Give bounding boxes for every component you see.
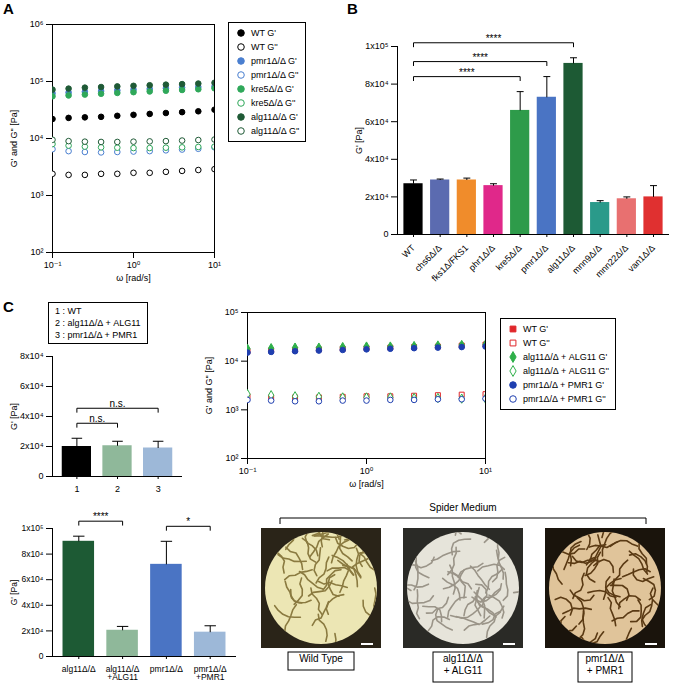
svg-text:pmr1Δ/Δ: pmr1Δ/Δ	[150, 664, 183, 674]
svg-text:6x10⁴: 6x10⁴	[21, 574, 43, 584]
svg-text:2: 2	[115, 484, 120, 494]
svg-text:2x10⁴: 2x10⁴	[20, 441, 44, 451]
svg-text:10²: 10²	[30, 247, 43, 257]
html-text:pmr1Δ/Δ G': pmr1Δ/Δ G'	[251, 56, 297, 66]
svg-text:10¹: 10¹	[479, 466, 492, 476]
svg-text:0: 0	[383, 229, 388, 239]
svg-text:*: *	[186, 516, 190, 527]
svg-text:mnn9Δ/Δ: mnn9Δ/Δ	[570, 242, 604, 276]
svg-text:ω [rad/s]: ω [rad/s]	[349, 479, 384, 489]
svg-text:10⁻¹: 10⁻¹	[44, 260, 62, 270]
svg-text:3: 3	[156, 484, 161, 494]
html-text:kre5Δ/Δ G': kre5Δ/Δ G'	[251, 84, 294, 94]
svg-text:10³: 10³	[30, 190, 43, 200]
svg-text:van1Δ/Δ: van1Δ/Δ	[626, 243, 657, 274]
svg-text:10⁵: 10⁵	[225, 307, 239, 317]
svg-text:alg11Δ/Δ: alg11Δ/Δ	[544, 242, 577, 276]
svg-text:0: 0	[39, 651, 44, 661]
svg-text:0: 0	[38, 471, 43, 481]
html-text:pmr1Δ/Δ + PMR1 G'': pmr1Δ/Δ + PMR1 G''	[523, 394, 606, 404]
html-text:WT G'': WT G''	[523, 338, 550, 348]
html-text:alg11Δ/Δ G'': alg11Δ/Δ G''	[251, 126, 300, 136]
svg-text:10⁻¹: 10⁻¹	[239, 466, 257, 476]
svg-text:1: 1	[74, 484, 79, 494]
svg-text:1x10⁵: 1x10⁵	[22, 523, 44, 533]
svg-text:8x10⁴: 8x10⁴	[365, 79, 389, 89]
html-text:kre5Δ/Δ G'': kre5Δ/Δ G''	[251, 98, 296, 108]
svg-text:****: ****	[93, 511, 109, 522]
svg-text:G' [Pa]: G' [Pa]	[354, 127, 364, 154]
svg-text:10⁶: 10⁶	[30, 19, 44, 29]
svg-text:alg11Δ/Δ: alg11Δ/Δ	[62, 664, 96, 674]
html-text:A: A	[3, 0, 14, 17]
svg-text:pmr1Δ/Δ+PMR1: pmr1Δ/Δ+PMR1	[194, 664, 227, 683]
svg-text:chs6Δ/Δ: chs6Δ/Δ	[412, 242, 444, 274]
svg-text:4x10⁴: 4x10⁴	[20, 411, 44, 421]
svg-text:2x10⁴: 2x10⁴	[365, 192, 389, 202]
svg-text:pmr1Δ/Δ: pmr1Δ/Δ	[586, 653, 625, 664]
svg-text:10⁴: 10⁴	[30, 133, 44, 143]
html-text:pmr1Δ/Δ G'': pmr1Δ/Δ G''	[251, 70, 299, 80]
svg-text:10⁴: 10⁴	[225, 356, 239, 366]
svg-text:****: ****	[486, 33, 502, 44]
html-text:WT G': WT G'	[251, 28, 277, 38]
svg-text:Spider Medium: Spider Medium	[429, 502, 496, 513]
html-text:WT G': WT G'	[523, 324, 549, 334]
svg-text:10⁰: 10⁰	[127, 260, 141, 270]
html-text:C: C	[3, 298, 14, 315]
svg-text:fks1Δ/FKS1: fks1Δ/FKS1	[430, 243, 471, 284]
svg-text:8x10⁴: 8x10⁴	[20, 351, 44, 361]
svg-text:10⁵: 10⁵	[30, 76, 44, 86]
svg-text:8x10⁴: 8x10⁴	[21, 549, 43, 559]
svg-text:4x10⁴: 4x10⁴	[21, 600, 43, 610]
svg-text:10²: 10²	[225, 453, 238, 463]
html-text:3 : pmr1Δ/Δ + PMR1: 3 : pmr1Δ/Δ + PMR1	[55, 330, 138, 340]
html-text:alg11Δ/Δ G': alg11Δ/Δ G'	[251, 112, 298, 122]
svg-text:mnn22Δ/Δ: mnn22Δ/Δ	[593, 243, 630, 280]
html-text:B: B	[347, 0, 358, 17]
svg-text:Wild Type: Wild Type	[299, 653, 343, 664]
svg-text:4x10⁴: 4x10⁴	[365, 154, 389, 164]
svg-text:10¹: 10¹	[208, 260, 221, 270]
svg-text:6x10⁴: 6x10⁴	[20, 381, 44, 391]
svg-text:2x10⁴: 2x10⁴	[21, 626, 43, 636]
svg-text:+ ALG11: + ALG11	[444, 665, 483, 676]
svg-text:6x10⁴: 6x10⁴	[365, 117, 389, 127]
svg-text:alg11Δ/Δ: alg11Δ/Δ	[443, 653, 483, 664]
svg-text:G' and G'' [Pa]: G' and G'' [Pa]	[9, 110, 19, 168]
svg-text:phr1Δ/Δ: phr1Δ/Δ	[467, 243, 497, 273]
svg-text:G' [Pa]: G' [Pa]	[9, 580, 19, 606]
svg-text:kre5Δ/Δ: kre5Δ/Δ	[493, 242, 524, 273]
html-text:1 : WT: 1 : WT	[55, 306, 82, 316]
svg-text:pmr1Δ/Δ: pmr1Δ/Δ	[518, 242, 551, 275]
svg-text:WT: WT	[400, 242, 417, 259]
svg-text:n.s.: n.s.	[89, 413, 105, 424]
svg-text:ω [rad/s]: ω [rad/s]	[116, 273, 151, 283]
html-text:WT G'': WT G''	[251, 42, 278, 52]
html-text:alg11Δ/Δ + ALG11 G'': alg11Δ/Δ + ALG11 G''	[523, 366, 609, 376]
html-text:pmr1Δ/Δ + PMR1 G': pmr1Δ/Δ + PMR1 G'	[523, 380, 604, 390]
svg-text:G' [Pa]: G' [Pa]	[9, 403, 19, 430]
html-text:alg11Δ/Δ + ALG11 G': alg11Δ/Δ + ALG11 G'	[523, 352, 608, 362]
svg-text:alg11Δ/Δ+ALG11: alg11Δ/Δ+ALG11	[106, 664, 140, 683]
svg-text:G' and G'' [Pa]: G' and G'' [Pa]	[204, 357, 214, 415]
svg-text:10⁰: 10⁰	[360, 466, 374, 476]
svg-text:+ PMR1: + PMR1	[587, 665, 624, 676]
svg-text:****: ****	[459, 67, 475, 78]
svg-text:n.s.: n.s.	[109, 398, 125, 409]
svg-text:1x10⁵: 1x10⁵	[365, 41, 389, 51]
svg-text:10³: 10³	[225, 405, 238, 415]
html-text:2 : alg11Δ/Δ + ALG11: 2 : alg11Δ/Δ + ALG11	[55, 318, 141, 328]
svg-text:****: ****	[472, 52, 488, 63]
